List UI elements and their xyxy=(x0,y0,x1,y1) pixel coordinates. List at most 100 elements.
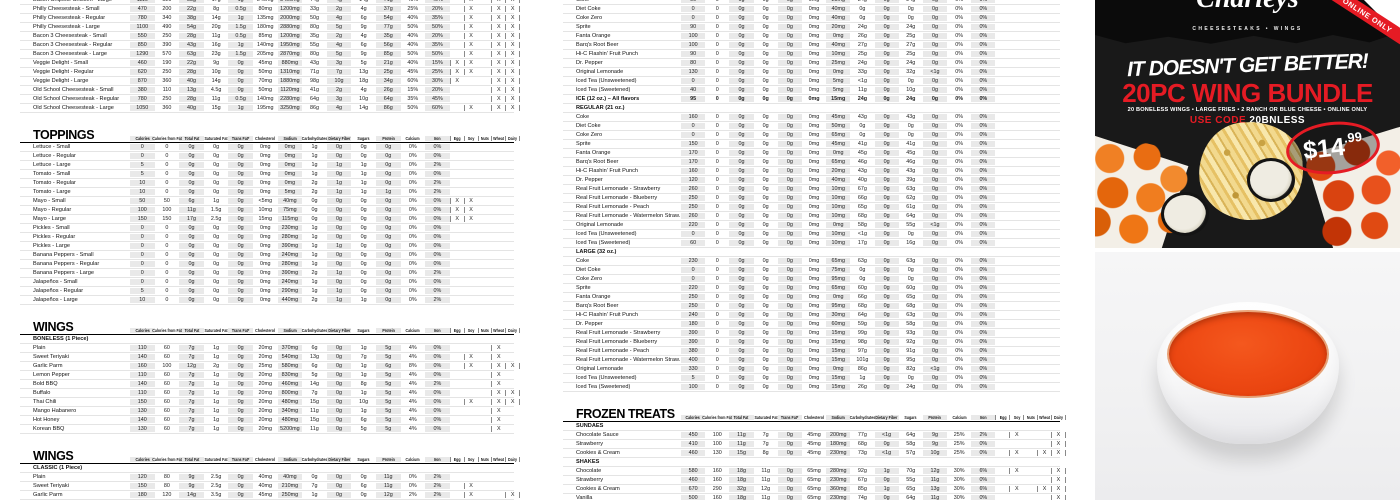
value-cell: 63g xyxy=(906,186,916,192)
allergen-cell: X xyxy=(1051,450,1066,456)
value-cell: 0 xyxy=(681,132,706,138)
value-cell: 230mg xyxy=(826,477,851,483)
item-name: Vanilla xyxy=(576,495,593,500)
value-cell: 85g xyxy=(375,51,401,57)
brand-tagline: CHEESESTEAKS • WINGS xyxy=(1192,26,1303,32)
value-cell: 0g xyxy=(762,321,769,327)
value-cell: 0g xyxy=(777,330,802,336)
value-cell: 0% xyxy=(971,69,996,75)
allergen-cell: X xyxy=(491,78,505,84)
value-cell: 30% xyxy=(953,468,965,474)
value-cell: 0g xyxy=(922,123,948,129)
value-cell: 25g xyxy=(906,33,916,39)
value-cell: 80g xyxy=(309,51,319,57)
value-cell: 2% xyxy=(425,474,450,480)
value-cell: 55g xyxy=(906,477,916,483)
value-cell: 0% xyxy=(971,123,996,129)
value-cell: 7g xyxy=(179,372,204,378)
nutrition-row: Original Lemonade 220 0 0g 0g 0g 0mg 0mg 58g 0g 55… xyxy=(563,221,1060,230)
value-cell: 0g xyxy=(777,375,802,381)
value-cell: 0% xyxy=(955,177,964,183)
value-cell: 6% xyxy=(971,468,996,474)
value-cell: 75mg xyxy=(826,267,851,273)
item-name: Korean BBQ xyxy=(33,426,65,432)
value-cell: 0 xyxy=(165,279,169,285)
value-cell: 0 xyxy=(681,276,706,282)
column-header: Soy xyxy=(1009,415,1023,420)
value-cell: 5g xyxy=(311,372,318,378)
value-cell: 0g xyxy=(874,87,899,93)
value-cell: 13g xyxy=(309,354,319,360)
value-cell: 95g xyxy=(906,357,916,363)
value-cell: 40 xyxy=(681,87,706,93)
value-cell: 20mg xyxy=(258,417,273,423)
value-cell: 0g xyxy=(228,180,253,186)
value-cell: 0g xyxy=(762,285,769,291)
nutrition-row: Plain 120 80 9g 2.5g 0g 40mg 40mg 0g 0g 0g 11g 0% 2% xyxy=(20,473,514,482)
promo-ad-banner[interactable]: Charleys CHEESESTEAKS • WINGS ONLINE ONL… xyxy=(1095,0,1400,248)
value-cell: 0g xyxy=(228,372,253,378)
value-cell: 0g xyxy=(907,276,914,282)
value-cell: 65mg xyxy=(826,159,851,165)
value-cell: 63g xyxy=(906,258,916,264)
value-cell: 11g xyxy=(375,474,401,480)
value-cell: 0g xyxy=(228,189,253,195)
nutrition-row: Original Lemonade 130 0 0g 0g 0g 0mg 0mg 33g 0g 32… xyxy=(563,68,1060,77)
value-cell: 0g xyxy=(375,162,401,168)
allergen-cell: X xyxy=(505,78,521,84)
allergen-cell: X xyxy=(491,87,505,93)
value-cell: 0g xyxy=(762,42,769,48)
value-cell: 0g xyxy=(729,321,754,327)
nutrition-row: Banana Peppers - Large 0 0 0g 0g 0g 0mg 390mg 2g… xyxy=(20,269,514,278)
value-cell: 0g xyxy=(874,177,899,183)
value-cell: 0g xyxy=(777,240,802,246)
value-cell: 0 xyxy=(715,321,719,327)
value-cell: 25g xyxy=(857,51,867,57)
item-name: Garlic Parm xyxy=(33,363,63,369)
value-cell: 0g xyxy=(228,297,253,303)
value-cell: 160 xyxy=(712,477,722,483)
value-cell: 1g xyxy=(360,180,367,186)
value-cell: 0% xyxy=(971,339,996,345)
value-cell: 43g xyxy=(309,60,319,66)
value-cell: 50% xyxy=(425,24,450,30)
value-cell: 0g xyxy=(729,6,754,12)
value-cell: 40mg xyxy=(826,177,851,183)
value-cell: 45mg xyxy=(826,114,851,120)
value-cell: 21g xyxy=(375,60,401,66)
value-cell: 0% xyxy=(955,150,964,156)
nutrition-row: Real Fruit Lemonade - Strawberry 260 0 0g 0g… xyxy=(563,185,1060,194)
value-cell: 0g xyxy=(874,339,899,345)
value-cell: 0g xyxy=(874,495,899,500)
value-cell: 2% xyxy=(425,270,450,276)
item-name: Sprite xyxy=(576,141,591,147)
value-cell: 70mg xyxy=(258,78,273,84)
value-cell: 540mg xyxy=(277,354,303,360)
value-cell: 140 xyxy=(130,417,155,423)
item-name: Cookies & Cream xyxy=(576,486,620,492)
column-header: Carbohydrates xyxy=(850,415,875,420)
value-cell: 2g xyxy=(326,87,352,93)
value-cell: 0g xyxy=(360,279,367,285)
column-header-label: Egg xyxy=(453,328,461,333)
value-cell: 0g xyxy=(777,168,802,174)
value-cell: 0g xyxy=(874,213,899,219)
column-header-label: Dietary Fiber xyxy=(328,136,351,141)
value-cell: 0mg xyxy=(808,204,820,210)
allergen-cell: X xyxy=(463,42,478,48)
value-cell: 1g xyxy=(360,171,367,177)
value-cell: 30% xyxy=(425,78,450,84)
value-cell: 10mg xyxy=(258,207,273,213)
value-cell: 0 xyxy=(715,330,719,336)
value-cell: 11g xyxy=(211,96,221,102)
value-cell: 10g xyxy=(906,87,916,93)
value-cell: 0g xyxy=(922,330,948,336)
value-cell: 6g xyxy=(360,483,367,489)
value-cell: 20% xyxy=(425,87,450,93)
item-name: Tomato - Regular xyxy=(33,180,76,186)
value-cell: 0% xyxy=(955,87,964,93)
value-cell: 12g xyxy=(922,468,948,474)
sauce-bowl xyxy=(1157,302,1339,444)
column-header: Iron xyxy=(425,328,450,333)
value-cell: 0g xyxy=(762,168,769,174)
